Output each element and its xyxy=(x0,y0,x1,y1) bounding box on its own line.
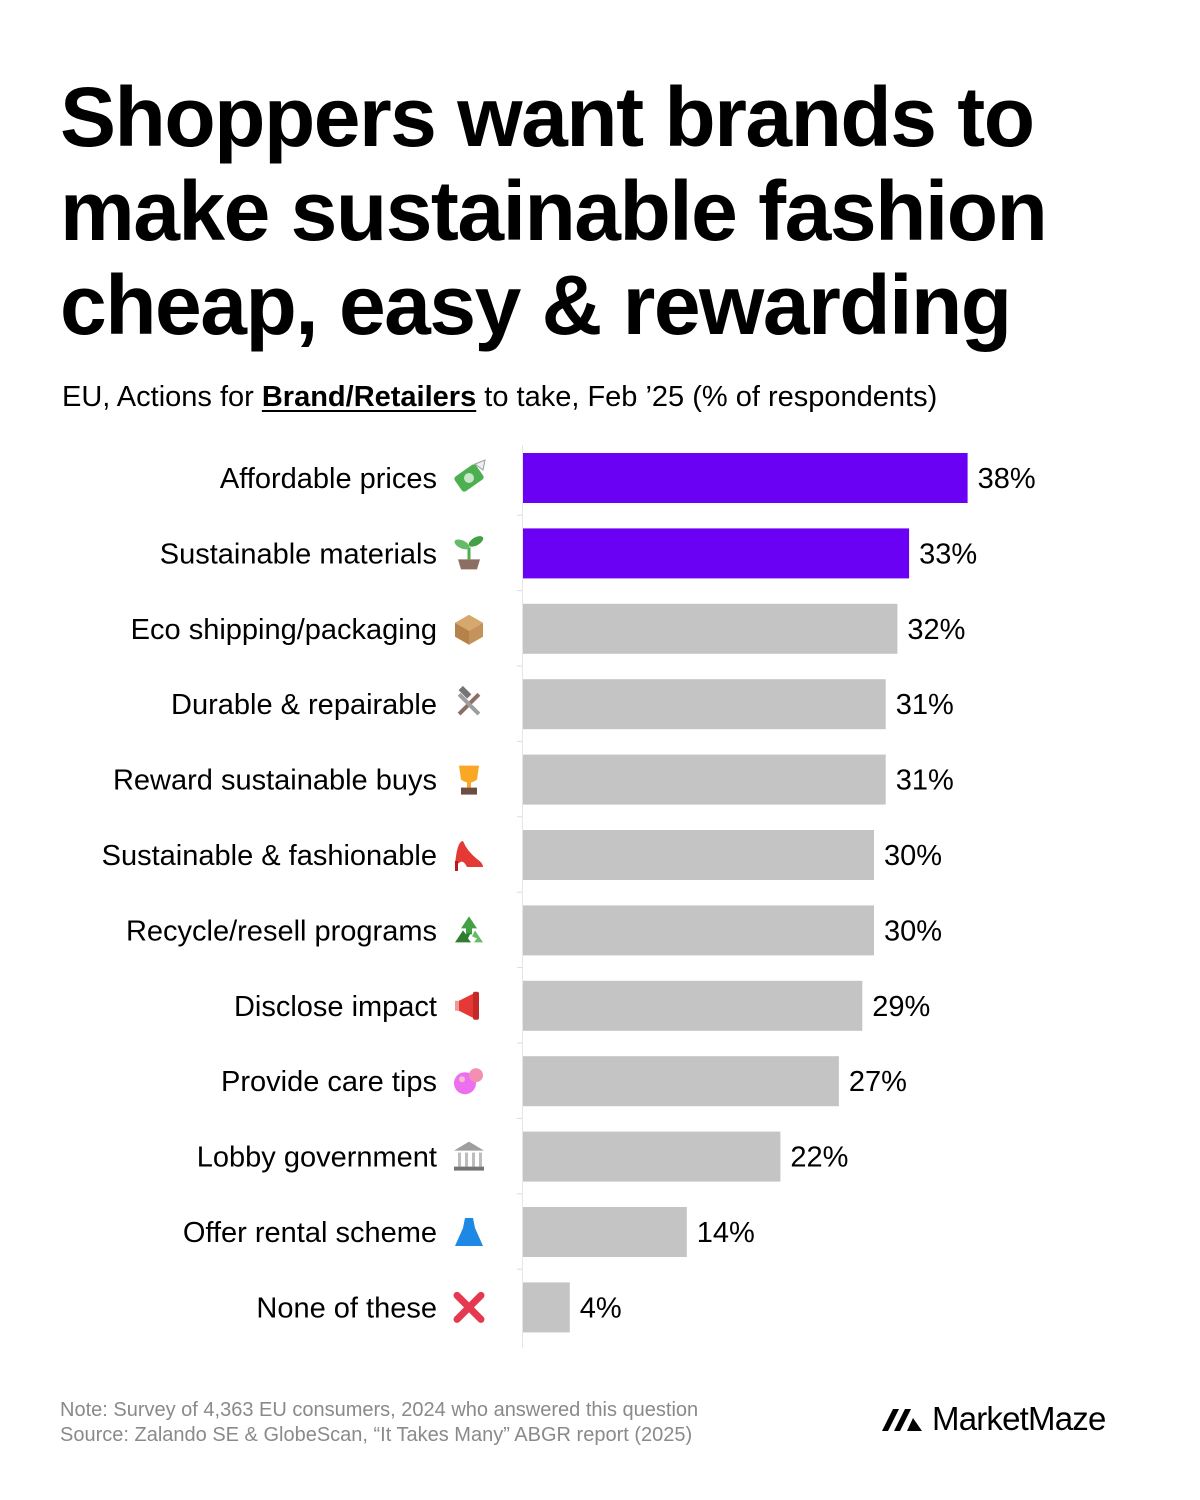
category-label: Disclose impact xyxy=(234,991,437,1023)
column-shape xyxy=(479,1152,482,1167)
category-label: Durable & repairable xyxy=(171,689,437,721)
subtitle-prefix: EU, Actions for xyxy=(62,381,262,413)
bar xyxy=(523,830,874,880)
dress-shape xyxy=(455,1218,483,1246)
brand-logo: MarketMaze xyxy=(880,1400,1106,1438)
category-label: Sustainable & fashionable xyxy=(102,840,437,872)
source-text: Source: Zalando SE & GlobeScan, “It Take… xyxy=(60,1424,693,1446)
bar xyxy=(523,905,874,956)
trophy-icon xyxy=(459,765,479,795)
cup-shape xyxy=(459,765,479,783)
hammer-and-wrench-icon xyxy=(457,685,481,716)
horn-shape xyxy=(457,993,473,1018)
chart-title: Shoppers want brands to make sustainable… xyxy=(60,70,1170,352)
value-label: 29% xyxy=(872,991,930,1023)
value-label: 38% xyxy=(978,463,1036,495)
banknote-center xyxy=(464,473,474,483)
value-label: 22% xyxy=(790,1142,848,1174)
brand-name: MarketMaze xyxy=(932,1400,1106,1437)
bar xyxy=(523,603,898,654)
value-label: 31% xyxy=(896,689,954,721)
column-shape xyxy=(472,1152,475,1167)
sponge-icon xyxy=(454,1068,483,1095)
value-label: 27% xyxy=(849,1066,907,1098)
bar xyxy=(523,980,863,1031)
recycling-icon xyxy=(455,916,483,943)
bar xyxy=(523,1282,570,1333)
shoe-shape xyxy=(455,841,483,867)
hammer-head xyxy=(458,685,472,699)
note-text: Note: Survey of 4,363 EU consumers, 2024… xyxy=(60,1399,699,1421)
chart-subtitle: EU, Actions for Brand/Retailers to take,… xyxy=(62,377,937,417)
category-label: Reward sustainable buys xyxy=(113,765,437,797)
bar xyxy=(523,679,886,730)
classical-building-icon xyxy=(454,1141,484,1171)
value-label: 14% xyxy=(697,1217,755,1249)
leaf-left xyxy=(454,539,470,550)
bar xyxy=(523,1207,687,1257)
wrench-handle xyxy=(457,692,481,716)
mouthpiece-shape xyxy=(455,1000,459,1011)
category-label: Offer rental scheme xyxy=(183,1217,437,1249)
box-right xyxy=(469,622,483,645)
high-heel-icon xyxy=(455,841,483,871)
category-label: None of these xyxy=(256,1292,437,1324)
title-line-3: cheap, easy & rewarding xyxy=(60,258,1012,352)
trophy-base xyxy=(461,787,477,795)
value-label: 31% xyxy=(896,765,954,797)
bar xyxy=(523,1131,781,1182)
megaphone-icon xyxy=(455,991,479,1020)
category-label: Eco shipping/packaging xyxy=(131,614,437,646)
category-label: Sustainable materials xyxy=(160,538,437,570)
category-label: Recycle/resell programs xyxy=(126,915,437,947)
title-line-2: make sustainable fashion xyxy=(60,164,1048,258)
value-label: 33% xyxy=(919,538,977,570)
bubble-shine xyxy=(459,1076,465,1083)
money-with-wings-icon xyxy=(454,459,486,492)
bell-shape xyxy=(473,991,479,1020)
footnote: Note: Survey of 4,363 EU consumers, 2024… xyxy=(60,1398,698,1448)
dress-icon xyxy=(455,1218,483,1246)
package-icon xyxy=(455,614,483,645)
box-left xyxy=(455,622,469,645)
seedling-icon xyxy=(454,536,484,570)
subtitle-emphasis: Brand/Retailers xyxy=(261,381,477,413)
trophy-stem xyxy=(467,781,471,788)
bar xyxy=(523,453,968,503)
bar xyxy=(523,754,886,805)
value-label: 4% xyxy=(580,1292,622,1324)
arrow-left xyxy=(455,930,471,943)
cross-mark-icon xyxy=(453,1291,485,1323)
value-label: 30% xyxy=(884,840,942,872)
leaf-right xyxy=(468,536,484,547)
cross-shape xyxy=(453,1291,485,1323)
wing-shape xyxy=(473,459,486,471)
arrow-right xyxy=(472,930,483,943)
category-label: Provide care tips xyxy=(221,1066,437,1098)
base-shape xyxy=(454,1166,484,1171)
bar xyxy=(523,1056,839,1107)
pot-shape xyxy=(458,559,480,570)
bar xyxy=(523,528,910,579)
column-shape xyxy=(465,1152,468,1167)
title-line-1: Shoppers want brands to xyxy=(60,70,1035,164)
bubble-small xyxy=(469,1068,483,1083)
roof-shape xyxy=(454,1141,484,1151)
column-shape xyxy=(458,1152,461,1167)
arrow-top xyxy=(461,916,477,935)
subtitle-suffix: to take, Feb ’25 (% of respondents) xyxy=(476,381,938,413)
category-label: Lobby government xyxy=(197,1142,437,1174)
bar-chart: 38% Affordable prices 33% Sustainable mater… xyxy=(102,445,1036,1348)
value-label: 32% xyxy=(907,614,965,646)
heel-shape xyxy=(455,861,458,871)
box-top xyxy=(455,614,483,631)
value-label: 30% xyxy=(884,915,942,947)
category-label: Affordable prices xyxy=(220,463,437,495)
marketmaze-logo-icon xyxy=(882,1409,922,1431)
